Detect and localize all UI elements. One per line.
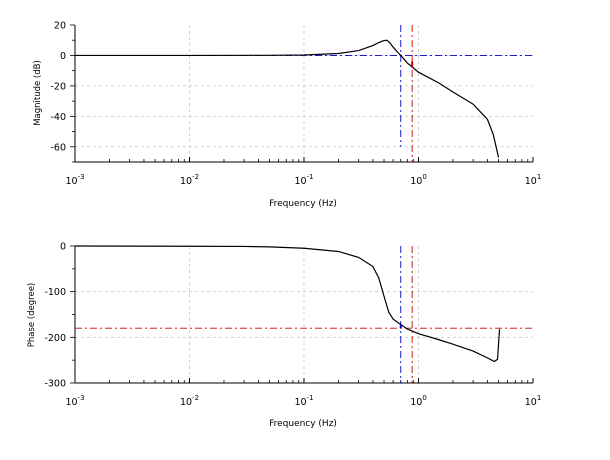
magnitude-x-tick-label: 10-1 (294, 173, 313, 187)
magnitude-x-tick-label: 10-2 (180, 173, 199, 187)
magnitude-x-axis-label: Frequency (Hz) (269, 199, 337, 209)
magnitude-grid (75, 25, 533, 162)
phase-x-tick-label: 101 (525, 394, 542, 408)
phase-plot: Frequency (Hz) Phase (degree) 10-3 10-2 10… (27, 242, 541, 430)
magnitude-x-tick-label: 101 (525, 173, 542, 187)
magnitude-y-tick-label: -60 (50, 142, 66, 153)
magnitude-curve (75, 39, 500, 158)
phase-x-tick-label: 10-2 (180, 394, 199, 408)
magnitude-y-tick-label: -40 (50, 112, 66, 123)
magnitude-plot: Frequency (Hz) Magnitude (dB) 10-3 10-2 10… (33, 21, 541, 210)
phase-y-tick-label: 0 (60, 242, 66, 253)
magnitude-y-axis-label: Magnitude (dB) (33, 60, 43, 126)
phase-y-tick-label: -100 (44, 287, 66, 298)
phase-y-tick-label: -300 (44, 379, 66, 390)
magnitude-x-tick-label: 10-3 (65, 173, 84, 187)
phase-y-axis-label: Phase (degree) (27, 283, 37, 348)
phase-x-tick-label: 10-3 (65, 394, 84, 408)
phase-x-tick-label: 100 (410, 394, 427, 408)
magnitude-x-tick-label: 100 (410, 173, 427, 187)
magnitude-y-tick-label: 20 (54, 21, 66, 32)
phase-x-tick-label: 10-1 (294, 394, 313, 408)
phase-y-tick-label: -200 (44, 333, 66, 344)
phase-curve (74, 245, 501, 363)
magnitude-y-tick-label: 0 (60, 51, 66, 62)
magnitude-y-tick-label: -20 (50, 81, 66, 92)
phase-grid (75, 246, 533, 383)
phase-x-axis-label: Frequency (Hz) (269, 419, 337, 429)
